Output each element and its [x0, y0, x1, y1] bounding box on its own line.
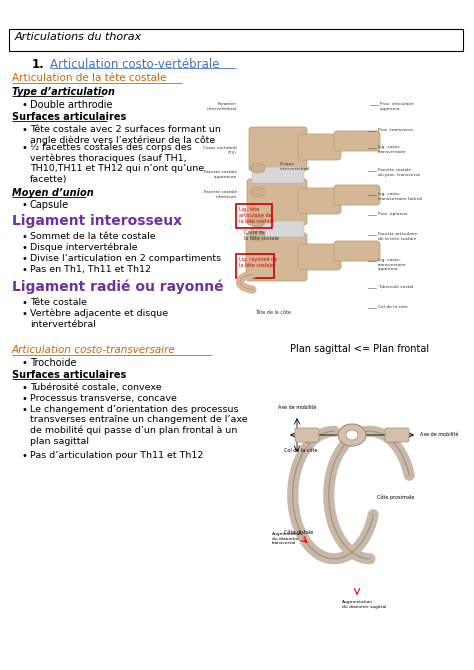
FancyBboxPatch shape [235, 88, 467, 340]
FancyBboxPatch shape [334, 185, 380, 205]
Text: •: • [22, 265, 28, 275]
Ellipse shape [251, 163, 265, 173]
FancyBboxPatch shape [298, 244, 341, 270]
Ellipse shape [304, 435, 316, 443]
Text: Pas d’articulation pour Th11 et Th12: Pas d’articulation pour Th11 et Th12 [30, 451, 203, 460]
Text: Processus transverse, concave: Processus transverse, concave [30, 394, 177, 403]
Text: Moyen d’union: Moyen d’union [12, 188, 97, 198]
Text: Lig. costo-
transversaire latéral: Lig. costo- transversaire latéral [378, 192, 422, 200]
Text: Côte proximale: Côte proximale [377, 495, 414, 500]
FancyBboxPatch shape [251, 221, 304, 237]
Text: Tubérosité costale, convexe: Tubérosité costale, convexe [30, 383, 162, 392]
Text: •: • [22, 451, 28, 461]
Text: Côte distale: Côte distale [284, 530, 313, 535]
Text: Augmentation
du diamètre
transversal: Augmentation du diamètre transversal [272, 532, 303, 545]
FancyBboxPatch shape [334, 241, 380, 261]
Text: •: • [22, 309, 28, 319]
Text: Articulations du thorax: Articulations du thorax [15, 32, 142, 42]
FancyBboxPatch shape [249, 127, 307, 171]
Text: Surfaces articulaires: Surfaces articulaires [12, 112, 129, 122]
Ellipse shape [346, 430, 358, 440]
Text: Sommet de la tête costale: Sommet de la tête costale [30, 232, 155, 241]
Text: Tête costale: Tête costale [30, 298, 87, 307]
Text: Trochoide: Trochoide [30, 358, 76, 368]
Text: Lig. costo-
transversaire
supérieur: Lig. costo- transversaire supérieur [378, 258, 407, 271]
Text: •: • [22, 298, 28, 308]
Text: Type d’articulation: Type d’articulation [12, 87, 118, 97]
Text: Articulation costo-transversaire: Articulation costo-transversaire [12, 345, 179, 355]
Text: Ligament interosseux: Ligament interosseux [12, 214, 182, 228]
Text: Facette articulaire
de la tête costale: Facette articulaire de la tête costale [378, 232, 418, 241]
FancyBboxPatch shape [9, 29, 463, 51]
Text: Divise l’articulation en 2 compartiments: Divise l’articulation en 2 compartiments [30, 254, 221, 263]
Ellipse shape [251, 231, 265, 241]
Text: Col de la côte: Col de la côte [284, 448, 318, 453]
Text: Axe de mobilité: Axe de mobilité [278, 405, 316, 410]
FancyBboxPatch shape [295, 428, 319, 442]
Text: Lig. tête
articulaire de
la tête costale: Lig. tête articulaire de la tête costale [239, 207, 274, 224]
Text: ½ facettes costales des corps des
vertèbres thoraciques (sauf TH1,
TH10,TH11 et : ½ facettes costales des corps des vertèb… [30, 143, 204, 184]
FancyBboxPatch shape [235, 440, 467, 635]
Text: Articulation de la tête costale: Articulation de la tête costale [12, 73, 170, 83]
Text: Axe de mobilité: Axe de mobilité [420, 432, 458, 437]
Ellipse shape [388, 435, 400, 443]
FancyBboxPatch shape [246, 233, 307, 281]
Text: Col de la côte: Col de la côte [378, 305, 408, 309]
Text: Tête costale avec 2 surfaces formant un
angle dièdre vers l’extérieur de la côte: Tête costale avec 2 surfaces formant un … [30, 125, 221, 145]
Text: Proc. articulaire
supérieur: Proc. articulaire supérieur [380, 102, 414, 111]
Text: Tête de la côte: Tête de la côte [255, 310, 291, 315]
Text: •: • [22, 232, 28, 242]
Text: Capsule: Capsule [30, 200, 69, 210]
Text: •: • [22, 100, 28, 110]
Text: Augmentation
du diamètre sagittal: Augmentation du diamètre sagittal [342, 600, 386, 608]
Text: •: • [22, 394, 28, 404]
Text: Lig. costo-
transversaire: Lig. costo- transversaire [378, 145, 407, 153]
Text: •: • [22, 383, 28, 393]
FancyBboxPatch shape [298, 134, 341, 160]
Text: 1.: 1. [32, 58, 45, 71]
Text: Vertèbre adjacente et disque
intervertébral: Vertèbre adjacente et disque intervertéb… [30, 309, 168, 329]
Text: Articulation costo-vertébrale: Articulation costo-vertébrale [50, 58, 223, 71]
Text: Facette costale
du proc. transverse: Facette costale du proc. transverse [378, 168, 420, 177]
Ellipse shape [338, 424, 366, 446]
Text: Ligament radié ou rayonné: Ligament radié ou rayonné [12, 280, 224, 295]
Text: •: • [22, 405, 28, 415]
Text: •: • [22, 125, 28, 135]
Ellipse shape [251, 217, 265, 227]
Text: •: • [22, 243, 28, 253]
Text: Lig. rayonné de
la tête costale: Lig. rayonné de la tête costale [239, 257, 277, 268]
Text: Corps vertébral
(T5): Corps vertébral (T5) [203, 146, 237, 155]
Text: Foramen
intervertébral: Foramen intervertébral [207, 102, 237, 111]
Text: •: • [22, 358, 28, 368]
FancyBboxPatch shape [252, 167, 304, 183]
Text: Facette costale
inférieure: Facette costale inférieure [204, 190, 237, 198]
Text: Tubercule costal: Tubercule costal [378, 285, 413, 289]
Text: Disque
intervertébral: Disque intervertébral [280, 162, 310, 171]
Text: •: • [22, 254, 28, 264]
FancyBboxPatch shape [247, 179, 307, 225]
Text: Double arthrodie: Double arthrodie [30, 100, 112, 110]
Text: Facette costale
supérieure: Facette costale supérieure [204, 170, 237, 179]
Text: •: • [22, 200, 28, 210]
FancyBboxPatch shape [385, 428, 409, 442]
Text: Le changement d’orientation des processus
transverses entraîne un changement de : Le changement d’orientation des processu… [30, 405, 247, 446]
FancyBboxPatch shape [298, 188, 341, 214]
Text: Proc. transverse: Proc. transverse [378, 128, 413, 132]
Text: Crête de
la tête costale: Crête de la tête costale [244, 230, 279, 241]
Text: Surfaces articulaires: Surfaces articulaires [12, 370, 129, 380]
Text: •: • [22, 143, 28, 153]
Text: Disque intervertébrale: Disque intervertébrale [30, 243, 137, 253]
Text: Pas en Th1, Th11 et Th12: Pas en Th1, Th11 et Th12 [30, 265, 151, 274]
Text: Plan sagittal <= Plan frontal: Plan sagittal <= Plan frontal [290, 344, 429, 354]
Ellipse shape [251, 187, 265, 197]
FancyBboxPatch shape [334, 131, 380, 151]
Text: Proc. épineux: Proc. épineux [378, 212, 408, 216]
